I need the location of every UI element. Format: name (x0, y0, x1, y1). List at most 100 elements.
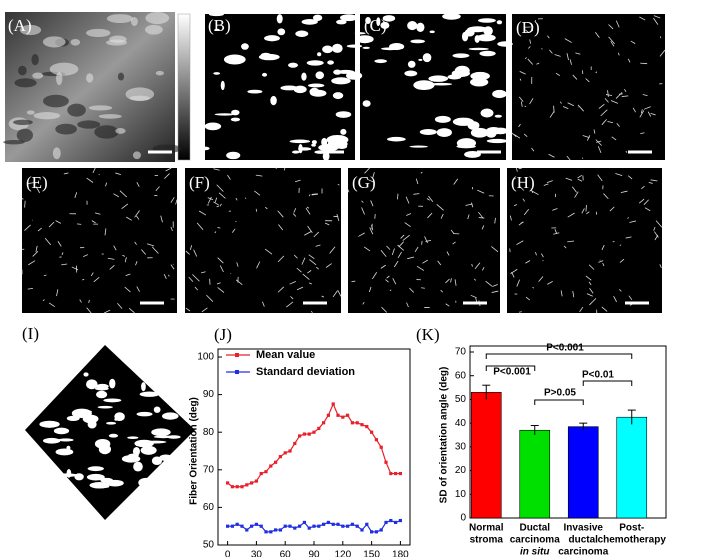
chart-label: (J) (214, 325, 232, 344)
texture-fiber (397, 244, 404, 251)
texture-fiber (24, 224, 31, 231)
panel-label: (A) (8, 16, 32, 35)
texture-fiber (217, 226, 221, 229)
texture-fiber (440, 213, 444, 219)
texture-blob (362, 46, 370, 49)
texture-blob (298, 144, 303, 154)
texture-blob (486, 138, 508, 144)
texture-fiber (577, 104, 584, 112)
image (22, 168, 177, 313)
legend-marker (235, 370, 239, 374)
texture-fiber (381, 306, 388, 313)
texture-fiber (586, 293, 593, 297)
texture-fiber (372, 172, 375, 179)
bar (470, 392, 502, 519)
texture-fiber (619, 289, 622, 292)
texture-blob (339, 14, 358, 22)
point (274, 528, 278, 532)
texture-blob (311, 140, 317, 145)
point (264, 530, 268, 534)
texture-fiber (491, 246, 499, 253)
texture-fiber (392, 278, 397, 285)
x-tick-label: chemotherapy (598, 535, 667, 546)
texture-fiber (610, 100, 619, 104)
texture-fiber (450, 278, 452, 283)
texture-blob (331, 77, 351, 85)
point (302, 432, 306, 436)
texture-fiber (450, 229, 455, 234)
point (254, 522, 258, 526)
texture-blob (32, 72, 44, 79)
texture-fiber (535, 252, 537, 256)
point (355, 421, 359, 425)
texture-blob (160, 391, 170, 399)
texture-blob (106, 14, 133, 24)
texture-blob (31, 54, 39, 66)
texture-blob (326, 134, 349, 145)
point (389, 471, 393, 476)
texture-fiber (201, 307, 208, 313)
y-tick-label: 20 (455, 465, 467, 476)
texture-fiber (385, 279, 389, 283)
texture-blob (430, 82, 453, 86)
texture-blob (98, 114, 122, 119)
texture-blob (77, 120, 101, 129)
texture-fiber (134, 241, 137, 245)
texture-fiber (244, 197, 247, 199)
texture-fiber (79, 299, 82, 303)
panel-labels: (A) (B) (C) (D) (E) (F) (G) (H) (I) (8, 16, 540, 343)
texture-fiber (235, 197, 238, 201)
texture-blob (132, 151, 141, 160)
texture-fiber (119, 190, 128, 198)
texture-fiber (465, 203, 473, 206)
texture-fiber (560, 101, 562, 104)
texture-blob (74, 473, 84, 481)
annotation: P>0.05 (544, 388, 576, 399)
texture-blob (108, 433, 119, 438)
point (259, 471, 263, 476)
texture-fiber (364, 167, 370, 174)
texture-fiber (528, 46, 531, 49)
point (288, 524, 292, 528)
texture-fiber (363, 246, 371, 252)
texture-fiber (597, 174, 603, 182)
point (283, 524, 287, 528)
texture-blob (322, 45, 333, 54)
image (348, 168, 500, 313)
texture-blob (470, 127, 489, 138)
texture-fiber (542, 260, 544, 262)
point (374, 530, 378, 534)
texture-blob (301, 18, 318, 25)
texture-fiber (402, 234, 410, 241)
texture-blob (261, 72, 268, 77)
texture-fiber (596, 140, 602, 143)
texture-fiber (200, 271, 206, 274)
texture-fiber (579, 306, 584, 313)
texture-fiber (494, 217, 496, 224)
texture-blob (331, 43, 343, 53)
texture-blob (42, 36, 66, 48)
panel-label: (D) (516, 18, 540, 37)
texture-fiber (122, 254, 126, 257)
texture-fiber (611, 136, 617, 141)
texture-fiber (520, 101, 523, 107)
texture-fiber (515, 167, 518, 172)
texture-fiber (168, 274, 170, 277)
texture-fiber (409, 287, 415, 293)
texture-blob (42, 437, 61, 444)
texture-fiber (586, 135, 591, 141)
texture-fiber (217, 287, 225, 293)
texture-blob (365, 16, 371, 24)
texture-fiber (478, 217, 485, 219)
texture-fiber (302, 273, 310, 280)
texture-fiber (627, 58, 631, 63)
texture-fiber (42, 299, 45, 302)
x-tick-label: 120 (334, 550, 351, 557)
texture-blob (301, 72, 307, 81)
texture-fiber (113, 245, 117, 251)
texture-fiber (307, 225, 313, 233)
texture-fiber (567, 102, 575, 107)
texture-blob (418, 58, 423, 61)
texture-fiber (581, 208, 585, 214)
texture-fiber (296, 286, 304, 291)
